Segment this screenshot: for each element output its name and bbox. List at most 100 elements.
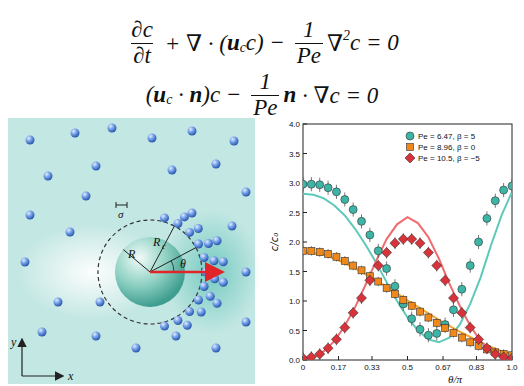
marker (475, 238, 483, 246)
particle (44, 172, 53, 181)
marker (466, 262, 474, 270)
eq-vector: n (190, 82, 203, 108)
y-tick-label: 1.0 (289, 297, 301, 306)
marker (325, 250, 332, 257)
marker (390, 238, 400, 248)
marker (432, 261, 442, 271)
angle-line (150, 248, 196, 272)
marker (416, 325, 424, 333)
numerator: 1 (301, 18, 317, 42)
marker (442, 325, 449, 332)
marker (374, 247, 382, 255)
denominator: Pe (251, 95, 279, 120)
marker (357, 293, 367, 303)
sigma-bar-end (127, 202, 128, 208)
model-curve (303, 192, 512, 342)
particle (212, 160, 221, 169)
marker (341, 196, 349, 204)
legend-label: Pe = 8.96, β = 0 (418, 143, 476, 152)
y-tick (303, 301, 307, 302)
y-tick-label: 0.0 (289, 356, 301, 365)
marker (449, 306, 457, 314)
x-tick (443, 356, 444, 360)
model-curve (303, 217, 512, 359)
legend-marker (407, 144, 414, 151)
marker (400, 296, 407, 303)
x-tick (476, 356, 477, 360)
particle (92, 162, 101, 171)
particle (242, 268, 251, 277)
eq-text: c) − (246, 30, 291, 56)
marker (482, 343, 492, 353)
particle (92, 332, 101, 341)
marker (373, 261, 383, 271)
marker (306, 352, 316, 360)
particle (132, 344, 141, 353)
marker (407, 234, 417, 244)
particle (188, 127, 197, 136)
marker (382, 248, 392, 258)
particle (206, 292, 215, 301)
numerator: 1 (258, 70, 274, 94)
y-tick-label: 1.5 (289, 268, 301, 277)
model-curve (303, 253, 512, 354)
eq-text: c = 0 (350, 30, 399, 56)
particle (38, 328, 47, 337)
x-tick-label: 0 (301, 363, 306, 372)
x-tick-label: 1.0 (506, 363, 518, 372)
fraction: 1Pe (251, 70, 279, 119)
marker (349, 206, 357, 214)
particle (219, 278, 228, 287)
x-axis-arrow (22, 375, 62, 376)
marker (303, 180, 307, 188)
marker (465, 323, 475, 333)
legend: Pe = 6.47, β = 5Pe = 8.96, β = 0Pe = 10.… (405, 132, 480, 163)
x-tick-label: 0.67 (435, 363, 451, 372)
particle (148, 134, 157, 143)
marker (433, 329, 441, 337)
particle (96, 298, 105, 307)
particle (26, 211, 35, 220)
particle (108, 124, 117, 133)
particle (210, 274, 219, 283)
sigma-bar (116, 205, 127, 206)
marker (408, 302, 415, 309)
marker (383, 285, 390, 292)
diagram-label: x (67, 369, 74, 383)
diagram-label: θ (180, 257, 186, 271)
particle (66, 228, 75, 237)
marker (366, 231, 374, 239)
eq-text: ∇ (327, 30, 343, 57)
legend-marker (405, 153, 415, 163)
x-tick-label: 0.83 (469, 363, 485, 372)
particle (213, 299, 222, 308)
marker (417, 308, 424, 315)
y-tick (303, 153, 307, 154)
particle (168, 166, 177, 175)
figure: RRcθσyx0.00.51.01.52.02.53.03.54.000.170… (0, 0, 524, 386)
marker (333, 253, 340, 260)
chart: 0.00.51.01.52.02.53.03.54.000.170.330.50… (269, 120, 518, 385)
particle (54, 298, 63, 307)
y-axis-label: c/c₀ (269, 233, 280, 251)
particle (71, 129, 80, 138)
denominator: Pe (295, 43, 323, 68)
particle (242, 188, 251, 197)
y-tick-label: 2.5 (289, 209, 301, 218)
marker (350, 262, 357, 269)
particle (172, 332, 181, 341)
x-tick (407, 356, 408, 360)
plot-frame (303, 124, 512, 360)
marker (499, 352, 509, 360)
particle (197, 308, 206, 317)
marker (365, 275, 375, 285)
y-tick-label: 3.0 (289, 179, 301, 188)
marker (315, 349, 325, 359)
particle (160, 213, 169, 222)
eq-text: · ∇c = 0 (296, 82, 378, 109)
marker (323, 343, 333, 353)
x-tick-label: 0.5 (402, 363, 414, 372)
marker (408, 315, 416, 323)
particle (174, 219, 183, 228)
diagram-label: y (10, 335, 17, 349)
